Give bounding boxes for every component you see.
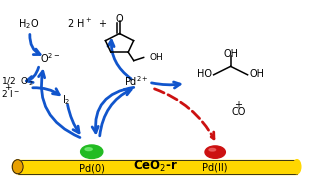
Text: Pd$^{2+}$: Pd$^{2+}$ [124, 74, 149, 88]
Text: CeO$_2$-r: CeO$_2$-r [133, 159, 177, 174]
Ellipse shape [12, 160, 23, 174]
Text: O: O [116, 14, 123, 24]
Text: 2 I$^-$: 2 I$^-$ [1, 88, 20, 99]
Ellipse shape [293, 160, 301, 174]
Text: OH: OH [149, 53, 163, 62]
Ellipse shape [81, 145, 103, 158]
Text: OH: OH [249, 69, 264, 79]
Text: CO: CO [231, 107, 246, 117]
Ellipse shape [85, 148, 92, 151]
Text: O$^{2-}$: O$^{2-}$ [40, 51, 61, 65]
Bar [18, 160, 297, 174]
Text: +: + [234, 100, 242, 110]
Text: HO: HO [197, 69, 212, 79]
Bar [18, 160, 297, 174]
Text: H$_2$O: H$_2$O [18, 17, 39, 31]
Text: 2 H$^+$  +: 2 H$^+$ + [67, 17, 108, 30]
Ellipse shape [205, 146, 225, 158]
Text: Pd(II): Pd(II) [202, 163, 228, 173]
Text: I$_2$: I$_2$ [62, 93, 71, 107]
Text: +: + [4, 83, 11, 92]
Ellipse shape [209, 148, 216, 151]
Text: OH: OH [223, 49, 238, 59]
Text: 1/2  O$_2$: 1/2 O$_2$ [1, 75, 33, 88]
Text: Pd(0): Pd(0) [79, 163, 105, 173]
